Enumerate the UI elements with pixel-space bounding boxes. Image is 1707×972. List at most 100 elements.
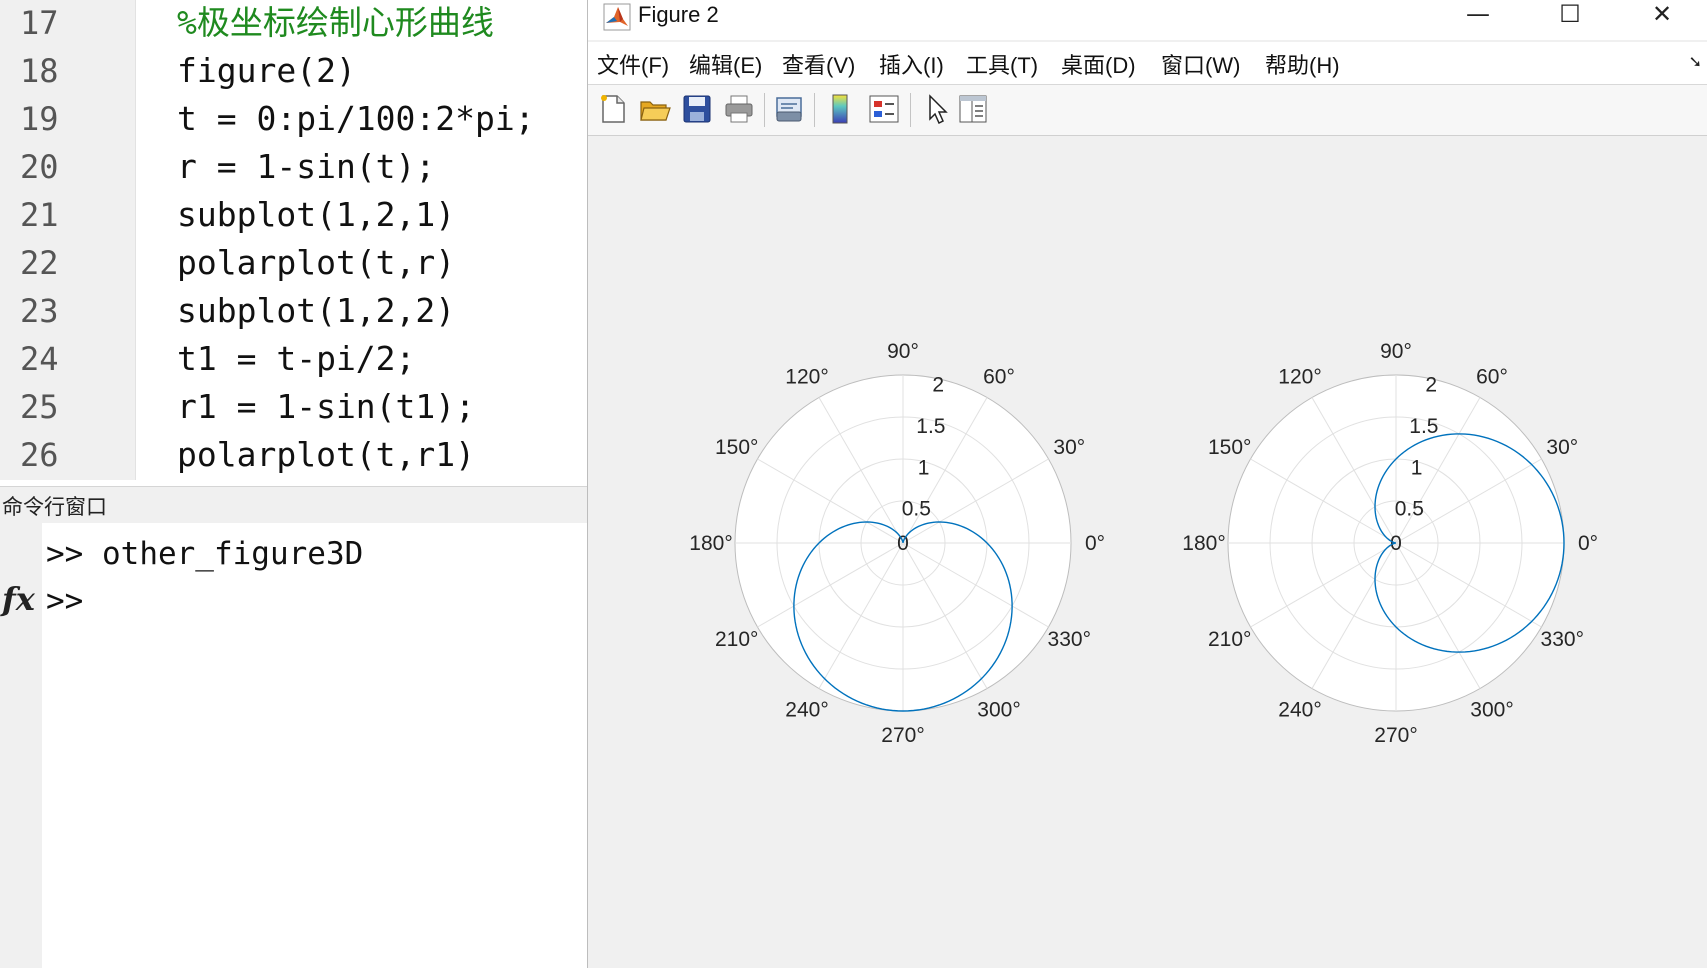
line-number: 23 — [20, 292, 59, 330]
function-browser-icon[interactable]: fx — [2, 580, 35, 618]
toolbar-separator — [910, 93, 911, 127]
theta-tick-label: 150° — [1208, 436, 1251, 459]
menu-desktop[interactable]: 桌面(D) — [1061, 53, 1136, 78]
line-number: 25 — [20, 388, 59, 426]
code-line[interactable]: r = 1-sin(t); — [177, 147, 436, 186]
polar-axes-1[interactable]: 0° 30° 60° 90° 120° 150° 180° 210° 240° 270° 300° 3… — [689, 340, 1105, 747]
figure-window: Figure 2 — ☐ ✕ 文件(F) 编辑(E) 查看(V) 插入(I) 工… — [587, 0, 1707, 968]
theta-tick-label: 330° — [1048, 628, 1091, 651]
theta-tick-label: 300° — [977, 698, 1020, 721]
legend-icon[interactable] — [867, 92, 901, 126]
theta-grid-line — [757, 542, 904, 628]
theta-tick-label: 90° — [1380, 340, 1412, 363]
theta-tick-label: 60° — [983, 366, 1015, 389]
theta-grid-line — [1250, 458, 1397, 544]
theta-tick-label: 30° — [1053, 436, 1085, 459]
theta-tick-label: 180° — [1182, 532, 1225, 555]
colorbar-icon[interactable] — [823, 92, 857, 126]
theta-tick-label: 120° — [785, 366, 828, 389]
theta-tick-label: 240° — [1278, 698, 1321, 721]
theta-tick-label: 240° — [785, 698, 828, 721]
command-window[interactable]: >> other_figure3D >> — [42, 523, 587, 968]
line-number: 24 — [20, 340, 59, 378]
theta-grid-line — [902, 542, 988, 689]
code-line[interactable]: t1 = t-pi/2; — [177, 339, 416, 378]
code-editor[interactable]: 17 18 19 20 21 22 23 24 25 26 %极坐标绘制心形曲线… — [0, 0, 587, 480]
property-inspector-icon[interactable] — [956, 92, 990, 126]
figure-title: Figure 2 — [638, 2, 719, 27]
polar-axes-2[interactable]: 0° 30° 60° 90° 120° 150° 180° 210° 240° 270° 300° 3… — [1182, 340, 1598, 747]
theta-tick-label: 90° — [887, 340, 919, 363]
line-number: 20 — [20, 148, 59, 186]
theta-grid-line — [902, 397, 988, 544]
menu-tools[interactable]: 工具(T) — [966, 53, 1039, 78]
code-line[interactable]: subplot(1,2,2) — [177, 291, 456, 330]
code-line[interactable]: polarplot(t,r) — [177, 243, 456, 282]
code-line[interactable]: figure(2) — [177, 51, 356, 90]
r-tick-label: 0.5 — [902, 498, 931, 521]
open-file-icon[interactable] — [638, 92, 672, 126]
r-tick-label: 0 — [897, 532, 909, 555]
r-tick-label: 2 — [932, 374, 944, 397]
menu-file[interactable]: 文件(F) — [597, 53, 670, 78]
minimize-button[interactable]: — — [1466, 0, 1490, 28]
r-tick-label: 1 — [918, 456, 930, 479]
close-button[interactable]: ✕ — [1651, 0, 1673, 28]
r-tick-label: 2 — [1425, 374, 1437, 397]
code-line[interactable]: r1 = 1-sin(t1); — [177, 387, 476, 426]
r-tick-label: 1 — [1411, 456, 1423, 479]
command-window-header[interactable]: 命令行窗口 — [0, 486, 587, 524]
theta-tick-label: 270° — [1374, 724, 1417, 747]
save-icon[interactable] — [680, 92, 714, 126]
code-line[interactable]: t = 0:pi/100:2*pi; — [177, 99, 535, 138]
figure-plot-area: 0° 30° 60° 90° 120° 150° 180° 210° 240° 270° 300° 3… — [588, 136, 1707, 968]
figure-toolbar — [588, 85, 1707, 136]
dock-arrow-icon[interactable]: ➘ — [1688, 52, 1702, 71]
theta-tick-label: 270° — [881, 724, 924, 747]
menu-edit[interactable]: 编辑(E) — [689, 53, 763, 78]
menu-insert[interactable]: 插入(I) — [879, 53, 944, 78]
line-number: 17 — [20, 4, 59, 42]
menu-help[interactable]: 帮助(H) — [1265, 53, 1340, 78]
line-number: 18 — [20, 52, 59, 90]
figure-title-bar[interactable]: Figure 2 — ☐ ✕ — [588, 0, 1707, 40]
command-history-line: >> other_figure3D — [46, 536, 364, 572]
new-figure-icon[interactable] — [596, 92, 630, 126]
menu-view[interactable]: 查看(V) — [782, 53, 856, 78]
theta-grid-line — [1395, 542, 1481, 689]
theta-grid-line — [818, 397, 904, 544]
theta-tick-label: 210° — [1208, 628, 1251, 651]
line-number: 19 — [20, 100, 59, 138]
theta-grid-line — [1395, 458, 1542, 544]
print-icon[interactable] — [722, 92, 756, 126]
theta-tick-label: 60° — [1476, 366, 1508, 389]
pointer-icon[interactable] — [920, 92, 954, 126]
code-line[interactable]: polarplot(t,r1) — [177, 435, 476, 474]
theta-grid-line — [818, 542, 904, 689]
menu-window[interactable]: 窗口(W) — [1161, 53, 1241, 78]
command-prompt[interactable]: >> — [46, 583, 84, 619]
toolbar-separator — [814, 93, 815, 127]
command-window-gutter — [0, 523, 42, 968]
theta-tick-label: 210° — [715, 628, 758, 651]
line-number: 21 — [20, 196, 59, 234]
theta-tick-label: 0° — [1085, 532, 1105, 555]
code-line[interactable]: subplot(1,2,1) — [177, 195, 456, 234]
figure-menu-bar: 文件(F) 编辑(E) 查看(V) 插入(I) 工具(T) 桌面(D) 窗口(W… — [588, 42, 1707, 85]
theta-grid-line — [902, 458, 1049, 544]
theta-grid-line — [902, 542, 1049, 628]
maximize-button[interactable]: ☐ — [1559, 0, 1581, 28]
theta-tick-label: 330° — [1541, 628, 1584, 651]
r-tick-label: 1.5 — [1409, 415, 1438, 438]
link-plot-icon[interactable] — [772, 92, 806, 126]
toolbar-separator — [764, 93, 765, 127]
cardioid-curve — [1374, 433, 1565, 653]
theta-grid-line — [1395, 397, 1481, 544]
line-number-gutter: 17 18 19 20 21 22 23 24 25 26 — [0, 0, 136, 480]
code-line-comment[interactable]: %极坐标绘制心形曲线 — [177, 3, 494, 42]
theta-grid-line — [1311, 397, 1397, 544]
cardioid-curve — [793, 521, 1013, 712]
theta-tick-label: 120° — [1278, 366, 1321, 389]
matlab-logo-icon — [603, 3, 631, 31]
theta-tick-label: 0° — [1578, 532, 1598, 555]
